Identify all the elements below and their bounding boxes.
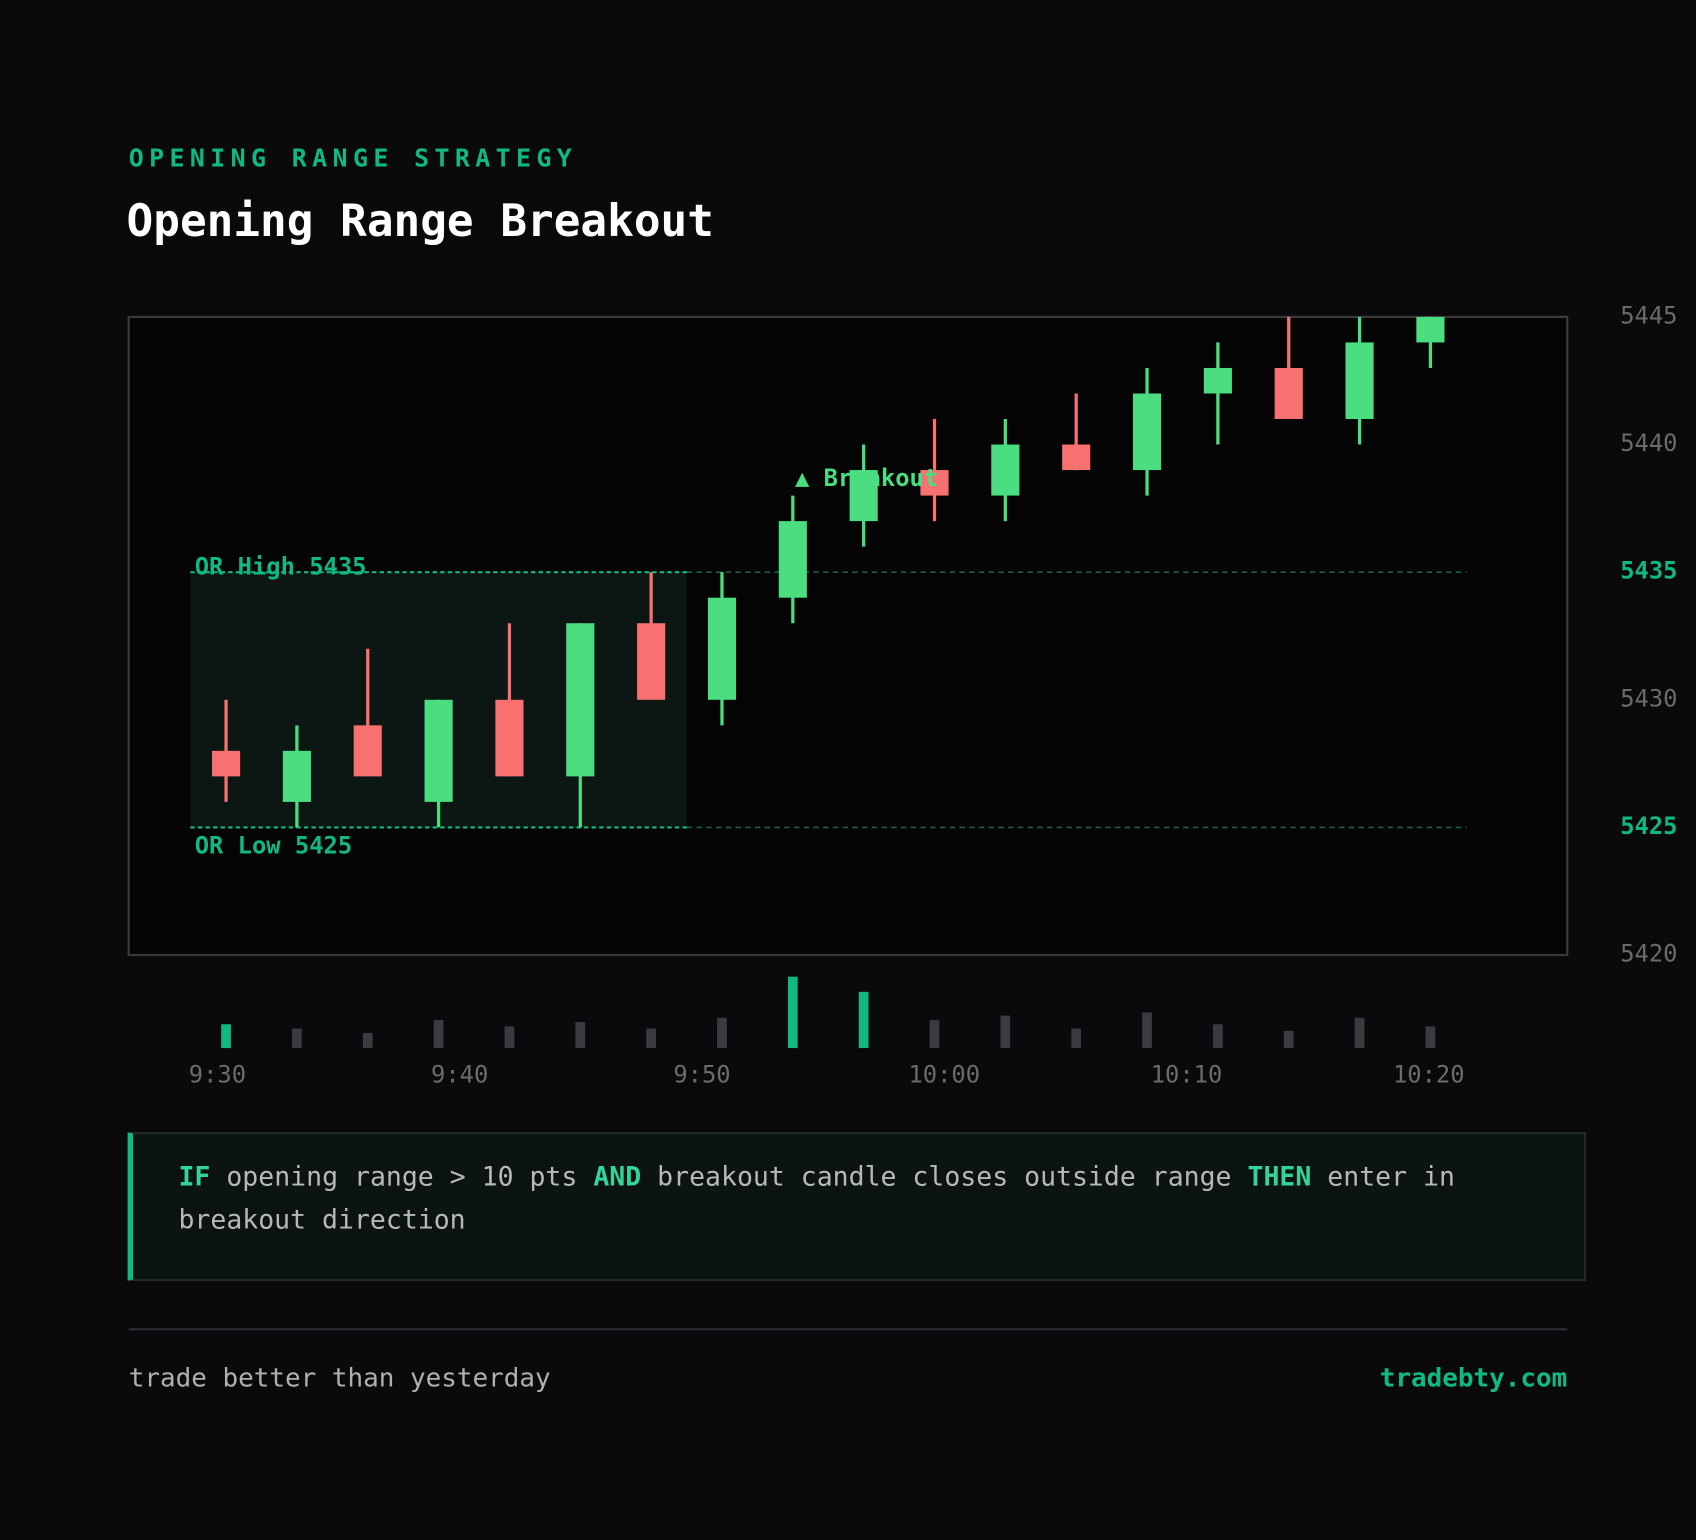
candle-body: [353, 725, 382, 777]
site-link[interactable]: tradebty.com: [1379, 1362, 1568, 1394]
rule-text: enter in breakout direction: [178, 1160, 1455, 1236]
volume-bar: [1425, 1026, 1436, 1049]
y-tick-label: 5420: [1620, 940, 1677, 968]
x-tick-label: 10:10: [1151, 1061, 1223, 1089]
candle-body: [1203, 367, 1232, 394]
volume-bar: [362, 1032, 373, 1049]
candle-body: [566, 623, 595, 777]
y-tick-label: 5435: [1620, 557, 1677, 585]
x-tick-label: 9:50: [673, 1061, 730, 1089]
rule-keyword: IF: [178, 1160, 211, 1192]
candle-body: [282, 750, 311, 802]
volume-bar: [1071, 1028, 1082, 1049]
y-tick-label: 5430: [1620, 684, 1677, 712]
y-tick-label: 5445: [1620, 301, 1677, 329]
volume-bar: [221, 1024, 231, 1049]
volume-bar: [1283, 1030, 1294, 1049]
y-tick-label: 5425: [1620, 812, 1677, 840]
candle-body: [1062, 444, 1091, 471]
rule-keyword: THEN: [1247, 1160, 1312, 1192]
eyebrow: OPENING RANGE STRATEGY: [128, 144, 578, 174]
rule-text: opening range > 10 pts: [226, 1160, 578, 1192]
volume-bar: [292, 1028, 302, 1049]
volume-bar: [1213, 1024, 1223, 1049]
x-tick-label: 10:20: [1393, 1061, 1465, 1089]
x-tick-label: 9:40: [431, 1061, 488, 1089]
candle-body: [991, 444, 1020, 496]
divider: [128, 1328, 1568, 1331]
range-label: OR Low 5425: [195, 831, 353, 859]
volume-bar: [1354, 1017, 1365, 1049]
volume-bar: [858, 991, 869, 1049]
volume-bar: [575, 1022, 586, 1049]
rule-text: breakout candle closes outside range: [657, 1160, 1232, 1192]
candle-body: [495, 699, 524, 777]
candle-body: [1416, 316, 1445, 343]
title: Opening Range Breakout: [126, 194, 714, 247]
volume-bar: [433, 1019, 444, 1049]
x-tick-label: 9:30: [189, 1061, 246, 1089]
candle-body: [211, 750, 241, 777]
rule-keyword: AND: [593, 1160, 642, 1192]
candle-body: [1274, 367, 1303, 420]
tagline: trade better than yesterday: [128, 1362, 551, 1394]
candle-body: [707, 597, 737, 700]
volume-bar: [717, 1017, 727, 1049]
y-tick-label: 5440: [1620, 429, 1677, 457]
candle-body: [637, 623, 666, 700]
candle-body: [778, 521, 807, 598]
breakout-label: ▲ Breakout: [795, 464, 938, 492]
volume-bar: [787, 976, 798, 1049]
volume-bar: [1142, 1012, 1152, 1049]
volume-bar: [1000, 1015, 1011, 1049]
candle-body: [849, 470, 878, 522]
candle-body: [424, 699, 453, 802]
candle-body: [920, 470, 949, 496]
candle-body: [1345, 342, 1374, 420]
x-tick-label: 10:00: [908, 1061, 980, 1089]
chart: OR High 5435 OR Low 5425 5420 5425 5430 5435 5…: [127, 301, 1678, 1089]
range-label: OR High 5435: [195, 552, 367, 580]
candle-body: [1132, 393, 1162, 471]
rule-box: IF opening range > 10 pts AND breakout c…: [127, 1132, 1586, 1281]
volume-bar: [504, 1026, 515, 1049]
volume-bar: [646, 1028, 656, 1049]
volume-bar: [929, 1019, 940, 1049]
